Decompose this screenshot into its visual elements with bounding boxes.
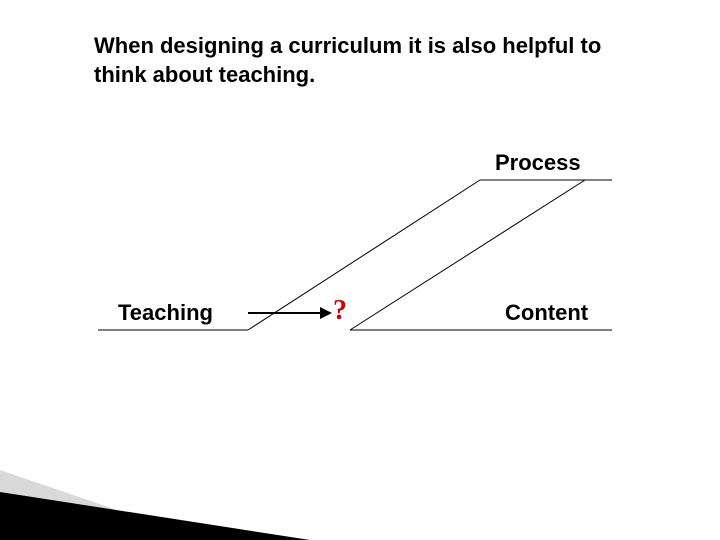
diag-left <box>248 180 480 330</box>
decor-black-wedge <box>0 492 310 540</box>
label-teaching: Teaching <box>118 300 213 326</box>
label-process: Process <box>495 150 581 176</box>
question-mark: ? <box>333 295 347 327</box>
slide: When designing a curriculum it is also h… <box>0 0 720 540</box>
label-content: Content <box>505 300 588 326</box>
decor-grey-wedge <box>0 470 205 540</box>
arrow-head <box>320 307 332 319</box>
title-text: When designing a curriculum it is also h… <box>94 32 634 89</box>
